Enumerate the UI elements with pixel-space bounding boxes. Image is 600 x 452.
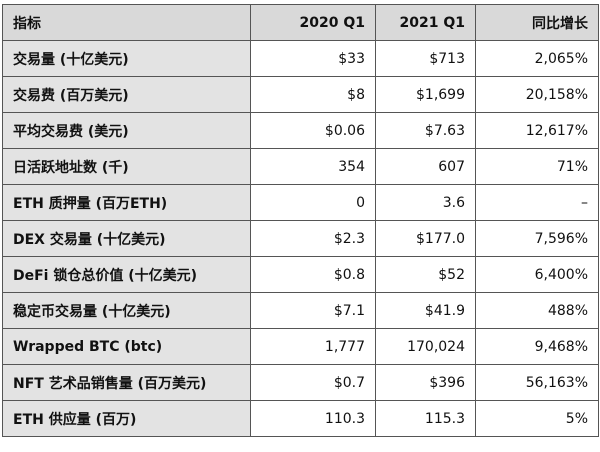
cell: $0.7 <box>250 364 376 401</box>
cell: 3.6 <box>375 184 476 221</box>
cell: 7,596% <box>475 220 599 257</box>
row-label: 稳定币交易量 (十亿美元) <box>2 292 251 329</box>
cell: $177.0 <box>375 220 476 257</box>
cell: $713 <box>375 40 476 77</box>
header-row: 指标 2020 Q1 2021 Q1 同比增长 <box>2 4 599 41</box>
cell: $396 <box>375 364 476 401</box>
cell: 20,158% <box>475 76 599 113</box>
cell: 110.3 <box>250 400 376 437</box>
table-row: 交易量 (十亿美元) $33 $713 2,065% <box>2 40 599 77</box>
row-label: 日活跃地址数 (千) <box>2 148 251 185</box>
cell: 115.3 <box>375 400 476 437</box>
cell: 488% <box>475 292 599 329</box>
cell: $0.06 <box>250 112 376 149</box>
header-cell: 同比增长 <box>475 4 599 41</box>
cell: – <box>475 184 599 221</box>
row-label: DeFi 锁仓总价值 (十亿美元) <box>2 256 251 293</box>
row-label: 交易费 (百万美元) <box>2 76 251 113</box>
table-row: Wrapped BTC (btc) 1,777 170,024 9,468% <box>2 328 599 365</box>
table-row: DEX 交易量 (十亿美元) $2.3 $177.0 7,596% <box>2 220 599 257</box>
cell: 71% <box>475 148 599 185</box>
cell: $33 <box>250 40 376 77</box>
cell: 9,468% <box>475 328 599 365</box>
cell: $8 <box>250 76 376 113</box>
row-label: Wrapped BTC (btc) <box>2 328 251 365</box>
page: 指标 2020 Q1 2021 Q1 同比增长 交易量 (十亿美元) $33 $713 2,… <box>0 4 600 452</box>
cell: $0.8 <box>250 256 376 293</box>
row-label: ETH 供应量 (百万) <box>2 400 251 437</box>
cell: 56,163% <box>475 364 599 401</box>
table-row: DeFi 锁仓总价值 (十亿美元) $0.8 $52 6,400% <box>2 256 599 293</box>
row-label: NFT 艺术品销售量 (百万美元) <box>2 364 251 401</box>
header-cell: 2020 Q1 <box>250 4 376 41</box>
table-row: ETH 供应量 (百万) 110.3 115.3 5% <box>2 400 599 437</box>
header-cell: 2021 Q1 <box>375 4 476 41</box>
row-label: ETH 质押量 (百万ETH) <box>2 184 251 221</box>
cell: $7.63 <box>375 112 476 149</box>
cell: 5% <box>475 400 599 437</box>
cell: $1,699 <box>375 76 476 113</box>
cell: 1,777 <box>250 328 376 365</box>
table-row: ETH 质押量 (百万ETH) 0 3.6– <box>2 184 599 221</box>
row-label: 平均交易费 (美元) <box>2 112 251 149</box>
table-row: 平均交易费 (美元) $0.06 $7.63 12,617% <box>2 112 599 149</box>
cell: 170,024 <box>375 328 476 365</box>
cell: $2.3 <box>250 220 376 257</box>
cell: 354 <box>250 148 376 185</box>
cell: $52 <box>375 256 476 293</box>
cell: $41.9 <box>375 292 476 329</box>
header-cell: 指标 <box>2 4 251 41</box>
table-row: 日活跃地址数 (千) 354 607 71% <box>2 148 599 185</box>
cell: 12,617% <box>475 112 599 149</box>
table-body: 交易量 (十亿美元) $33 $713 2,065% 交易费 (百万美元) $8 $1,69… <box>2 40 599 437</box>
table-row: 稳定币交易量 (十亿美元) $7.1 $41.9 488% <box>2 292 599 329</box>
table-row: NFT 艺术品销售量 (百万美元) $0.7 $396 56,163% <box>2 364 599 401</box>
cell: $7.1 <box>250 292 376 329</box>
row-label: DEX 交易量 (十亿美元) <box>2 220 251 257</box>
data-table: 指标 2020 Q1 2021 Q1 同比增长 交易量 (十亿美元) $33 $713 2,… <box>2 4 599 437</box>
cell: 607 <box>375 148 476 185</box>
cell: 6,400% <box>475 256 599 293</box>
row-label: 交易量 (十亿美元) <box>2 40 251 77</box>
table-row: 交易费 (百万美元) $8 $1,699 20,158% <box>2 76 599 113</box>
cell: 2,065% <box>475 40 599 77</box>
cell: 0 <box>250 184 376 221</box>
